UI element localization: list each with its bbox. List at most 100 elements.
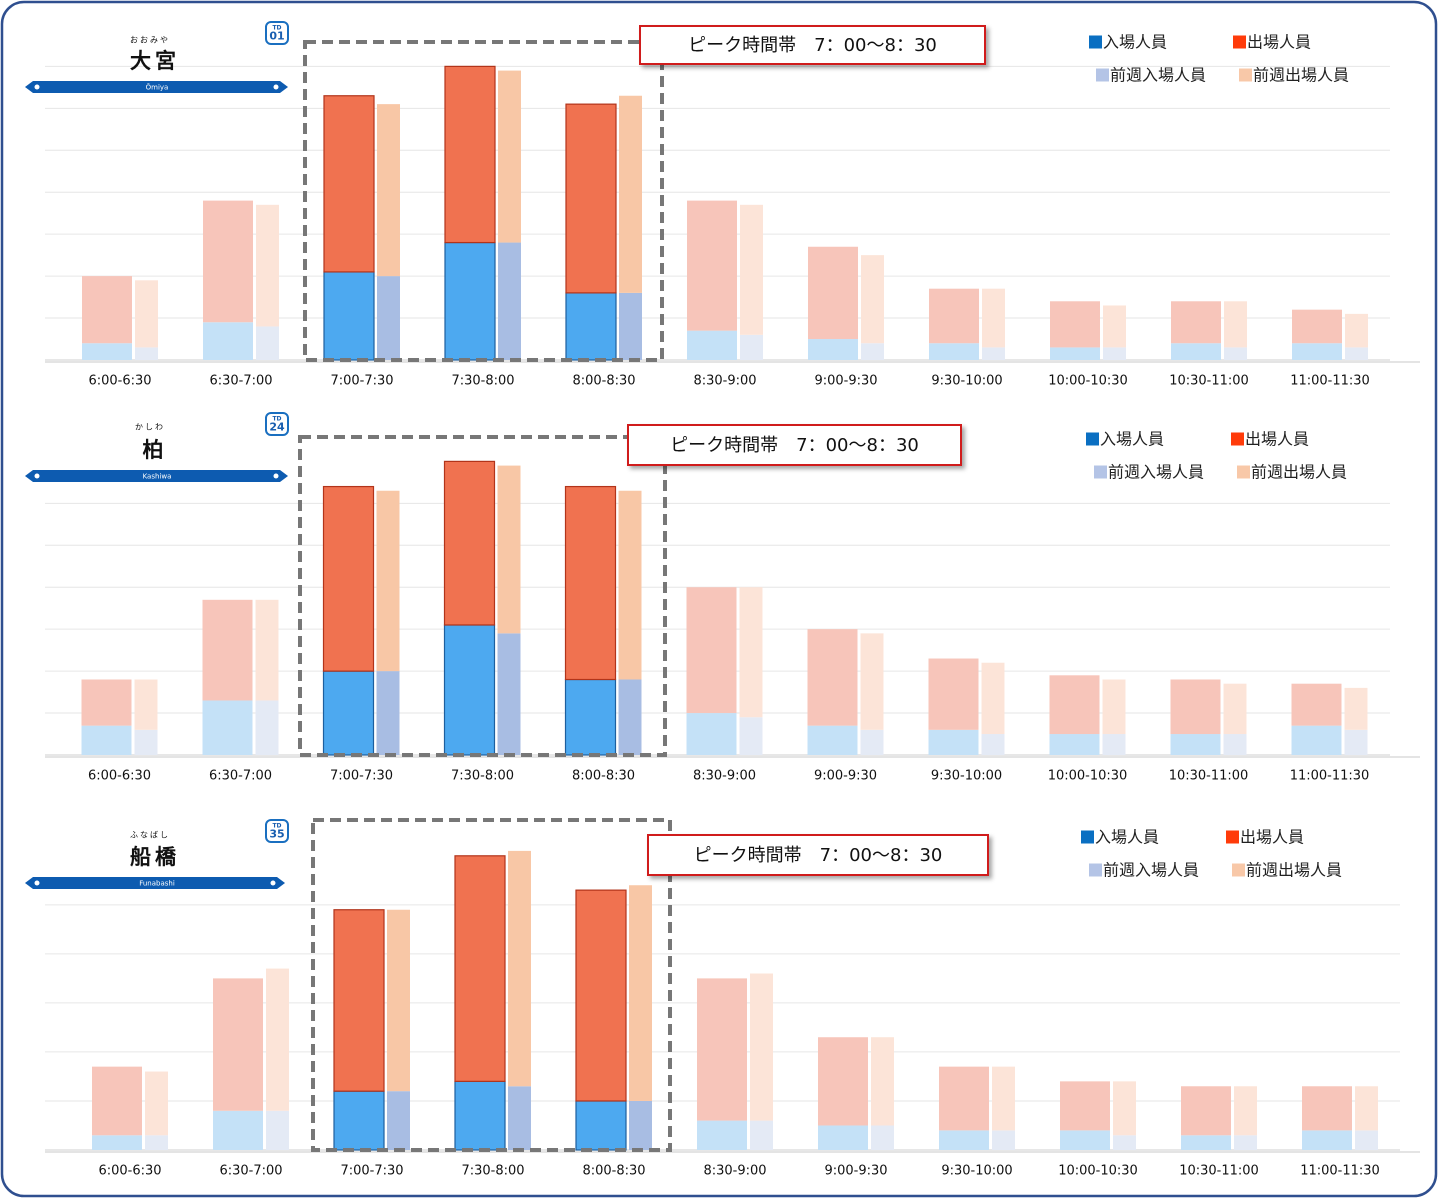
legend-swatch [1096, 68, 1109, 82]
bar [807, 629, 858, 726]
bar [1234, 1135, 1257, 1150]
bar [1223, 734, 1247, 755]
bar [82, 276, 132, 344]
legend-swatch [1233, 35, 1246, 49]
bar [1291, 725, 1342, 755]
legend-label: 入場人員 [1103, 33, 1167, 52]
bar [1224, 301, 1247, 348]
bar [939, 1130, 989, 1150]
bar [1170, 679, 1221, 735]
station-romaji: Funabashi [139, 880, 175, 888]
bar [939, 1066, 989, 1131]
legend-label: 出場人員 [1247, 33, 1311, 52]
bar [750, 1120, 773, 1150]
x-tick-label: 6:00-6:30 [88, 769, 151, 784]
bar [871, 1125, 894, 1150]
bar [202, 599, 253, 701]
legend-label: 前週出場人員 [1246, 861, 1342, 880]
station-line-code: TD [272, 25, 281, 32]
bar [808, 339, 858, 360]
bar [497, 465, 521, 634]
x-tick-label: 10:30-11:00 [1169, 374, 1249, 389]
legend-swatch [1226, 830, 1239, 844]
station-bar [25, 877, 285, 889]
bar [687, 330, 737, 360]
bar [1103, 347, 1126, 360]
bar [145, 1135, 168, 1150]
bar [575, 1100, 627, 1151]
legend-label: 入場人員 [1095, 828, 1159, 847]
station-kana: おおみや [130, 36, 170, 45]
bar [498, 70, 521, 243]
x-tick-label: 7:30-8:00 [461, 1164, 524, 1179]
x-tick-label: 7:00-7:30 [330, 374, 393, 389]
annotation-box [639, 25, 986, 65]
bar [818, 1125, 868, 1150]
station-icon [265, 819, 289, 843]
x-tick-label: 9:30-10:00 [931, 374, 1002, 389]
bar [697, 1120, 747, 1150]
x-tick-label: 11:00-11:30 [1290, 374, 1370, 389]
bar [861, 255, 884, 344]
bar [213, 1110, 263, 1150]
bar [323, 95, 375, 273]
bar [1113, 1081, 1136, 1136]
x-tick-label: 8:30-9:00 [693, 769, 756, 784]
bar [928, 729, 979, 755]
bar [1345, 313, 1368, 348]
station-line-code: TD [272, 416, 281, 423]
x-tick-label: 6:30-7:00 [209, 374, 272, 389]
bar [565, 292, 617, 361]
station-number: 35 [269, 828, 284, 841]
legend-swatch [1237, 465, 1250, 479]
bar [92, 1066, 142, 1136]
bar [687, 200, 737, 331]
bar [565, 103, 617, 294]
annotation-box [627, 424, 962, 466]
bar [266, 1110, 289, 1150]
bar [322, 670, 375, 756]
bar [871, 1037, 894, 1126]
bar [1049, 734, 1100, 755]
legend-label: 前週入場人員 [1110, 66, 1206, 85]
bar [992, 1066, 1015, 1131]
legend-label: 出場人員 [1245, 430, 1309, 449]
legend-swatch [1089, 35, 1102, 49]
bar [1060, 1130, 1110, 1150]
bar [256, 326, 279, 360]
bar [750, 973, 773, 1121]
station-name: 大宮 [130, 49, 180, 73]
bar [860, 633, 884, 730]
bar [697, 978, 747, 1121]
x-tick-label: 8:00-8:30 [582, 1164, 645, 1179]
bar [1181, 1086, 1231, 1136]
bar [145, 1071, 168, 1136]
station-dot [270, 880, 276, 886]
bar [1302, 1130, 1352, 1150]
x-tick-label: 10:00-10:30 [1048, 769, 1128, 784]
bar [686, 713, 737, 755]
x-tick-label: 9:30-10:00 [931, 769, 1002, 784]
bar [202, 700, 253, 755]
bar [1181, 1135, 1231, 1150]
bar [1344, 729, 1368, 755]
x-tick-label: 6:00-6:30 [88, 374, 151, 389]
x-tick-label: 10:30-11:00 [1179, 1164, 1259, 1179]
x-tick-label: 7:30-8:00 [451, 374, 514, 389]
chart: 6:00-6:30 6:30-7:00 7:00-7:30 7:30-8:00 8:00… [25, 412, 1420, 784]
legend-label: 前週入場人員 [1108, 463, 1204, 482]
x-tick-label: 6:30-7:00 [219, 1164, 282, 1179]
annotation: ピーク時間帯 7：00～8：30 [694, 845, 943, 866]
bar [808, 246, 858, 340]
bar [929, 343, 979, 360]
chart: 6:00-6:30 6:30-7:00 7:00-7:30 7:30-8:00 8:00… [25, 21, 1420, 389]
bar [1050, 347, 1100, 360]
bar [1049, 675, 1100, 735]
bar [323, 271, 375, 361]
peak-box [303, 40, 664, 362]
bar [1292, 309, 1342, 344]
bar [982, 288, 1005, 348]
bar [333, 909, 385, 1092]
bar [376, 671, 400, 755]
